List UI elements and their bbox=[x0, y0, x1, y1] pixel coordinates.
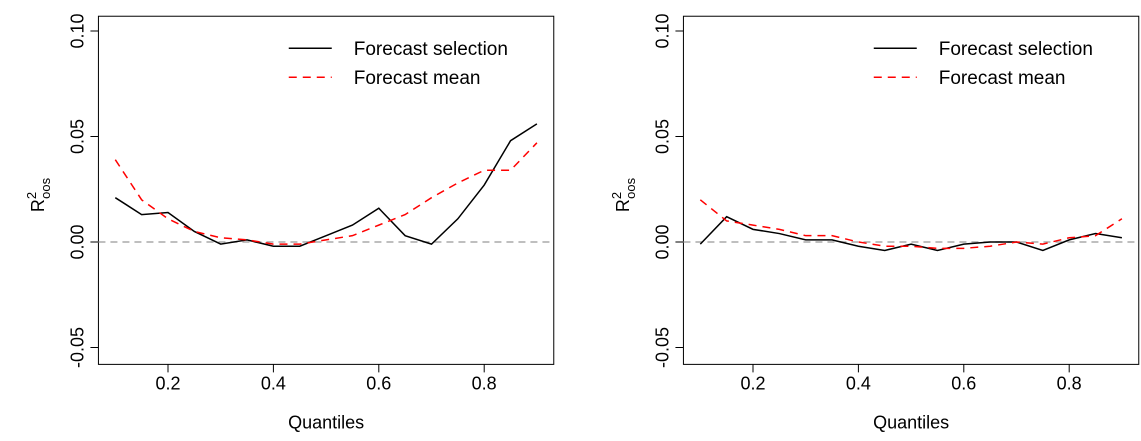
legend-label: Forecast selection bbox=[354, 39, 508, 60]
x-tick-label: 0.4 bbox=[846, 373, 871, 393]
x-axis-label: Quantiles bbox=[288, 412, 364, 432]
y-axis-label-sup: 2 bbox=[24, 192, 39, 199]
series-line bbox=[114, 142, 538, 245]
y-axis-label-sup: 2 bbox=[609, 192, 624, 199]
series-line bbox=[699, 215, 1123, 252]
y-tick-label: -0.05 bbox=[652, 327, 672, 368]
legend-label: Forecast selection bbox=[939, 39, 1093, 60]
series-line bbox=[114, 123, 538, 247]
x-tick-label: 0.8 bbox=[472, 373, 497, 393]
x-tick-label: 0.2 bbox=[155, 373, 180, 393]
plot-box bbox=[97, 15, 555, 365]
y-tick-label: 0.05 bbox=[652, 119, 672, 154]
y-axis-label-main: R bbox=[613, 199, 633, 212]
x-axis-label: Quantiles bbox=[873, 412, 949, 432]
y-tick-label: 0.10 bbox=[67, 13, 87, 48]
x-tick-label: 0.6 bbox=[366, 373, 391, 393]
x-tick-label: 0.4 bbox=[261, 373, 286, 393]
legend-label: Forecast mean bbox=[939, 68, 1066, 89]
y-tick-label: 0.00 bbox=[652, 224, 672, 259]
y-axis-label: R2oos bbox=[609, 177, 638, 212]
x-tick-label: 0.8 bbox=[1057, 373, 1082, 393]
y-axis-label-main: R bbox=[28, 199, 48, 212]
x-tick-label: 0.6 bbox=[951, 373, 976, 393]
legend-label: Forecast mean bbox=[354, 68, 481, 89]
series-line bbox=[699, 199, 1123, 250]
x-tick-label: 0.2 bbox=[740, 373, 765, 393]
y-tick-label: 0.00 bbox=[67, 224, 87, 259]
y-axis-label-sub: oos bbox=[623, 177, 638, 198]
plot-box bbox=[682, 15, 1140, 365]
y-axis-label-sub: oos bbox=[38, 177, 53, 198]
y-tick-label: 0.10 bbox=[652, 13, 672, 48]
y-tick-label: 0.05 bbox=[67, 119, 87, 154]
y-tick-label: -0.05 bbox=[67, 327, 87, 368]
y-axis-label: R2oos bbox=[24, 177, 53, 212]
